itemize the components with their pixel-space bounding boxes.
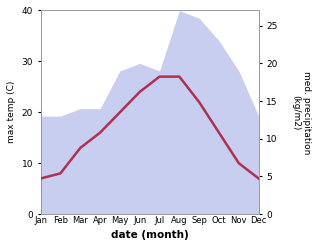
Y-axis label: med. precipitation
(kg/m2): med. precipitation (kg/m2) — [292, 71, 311, 154]
X-axis label: date (month): date (month) — [111, 230, 189, 240]
Y-axis label: max temp (C): max temp (C) — [7, 81, 16, 144]
